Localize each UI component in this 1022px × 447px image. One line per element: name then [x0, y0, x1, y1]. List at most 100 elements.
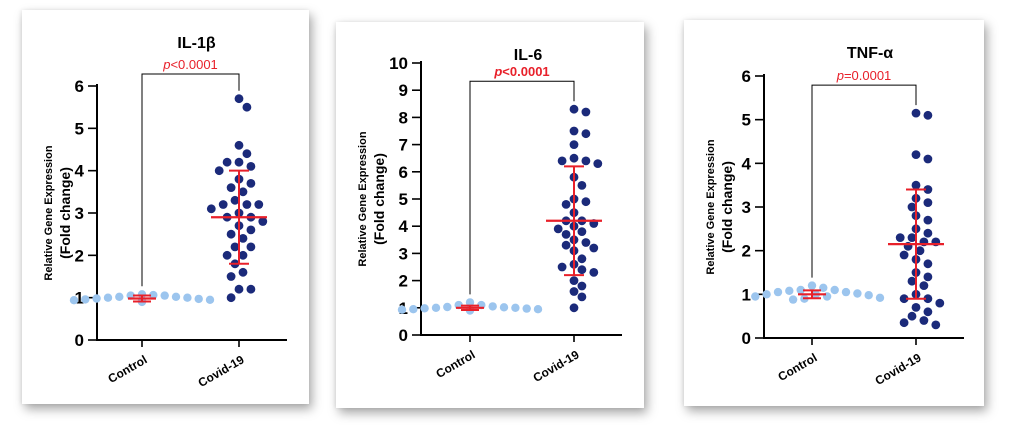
tnfa-y-tick-label: 6 [742, 67, 751, 86]
tnfa-control-point [773, 287, 783, 297]
tnfa-covid-point [911, 180, 921, 190]
tnfa-covid-point [923, 307, 933, 317]
il6-covid-point [569, 126, 579, 136]
tnfa-covid-point [915, 246, 925, 256]
il6-covid-point [589, 268, 599, 277]
il6-covid-point [569, 104, 579, 114]
il6-y-tick-label: 0 [399, 326, 408, 345]
il1b-covid-point [206, 204, 216, 214]
tnfa-control-point [864, 291, 873, 300]
il6-control-point [409, 305, 418, 314]
il6-covid-point [569, 287, 579, 296]
il6-p-value: <0.0001 [502, 64, 549, 79]
tnfa-y-axis-label-units: (Fold change) [719, 161, 735, 253]
tnfa-control-point [788, 295, 798, 304]
il6-covid-point [577, 254, 587, 264]
tnfa-control-point [819, 283, 828, 292]
il1b-covid-point [226, 272, 236, 281]
il1b-covid-point [234, 94, 244, 104]
il6-y-tick-label: 2 [399, 272, 408, 291]
tnfa-covid-point [895, 233, 905, 243]
il1b-control-point [149, 290, 158, 300]
il6-control-point [443, 302, 452, 312]
il1b-covid-point [230, 242, 240, 252]
tnfa-covid-point [923, 198, 933, 208]
tnfa-covid-point [923, 228, 933, 238]
il1b-chart-title: IL-1β [177, 35, 215, 52]
tnfa-chart-panel: TNF-α Relative Gene Expression (Fold chang… [684, 20, 984, 406]
il1b-covid-point [214, 166, 224, 176]
il6-significance-bracket [469, 80, 575, 295]
il1b-p-value-label: p<0.0001 [162, 57, 218, 72]
tnfa-covid-point [919, 281, 929, 290]
il1b-y-tick-label: 4 [75, 162, 85, 181]
il1b-covid-point [246, 162, 256, 171]
il1b-significance-bracket [141, 73, 240, 287]
il6-y-tick-label: 3 [399, 244, 408, 263]
il1b-control-point [160, 291, 169, 300]
il1b-covid-point [238, 267, 248, 277]
il6-y-tick-label: 4 [399, 217, 409, 236]
il1b-control-point [69, 296, 79, 305]
il1b-covid-point [246, 225, 256, 235]
tnfa-category-label: Control [776, 350, 820, 383]
il6-covid-point [561, 200, 571, 209]
il6-covid-point [569, 303, 579, 313]
tnfa-covid-point [907, 311, 917, 321]
il6-y-tick-label: 6 [399, 163, 408, 182]
tnfa-control-point [751, 292, 760, 301]
il1b-covid-point [234, 284, 244, 294]
il6-y-tick-label: 5 [399, 190, 408, 209]
il6-control-point [465, 298, 475, 307]
il6-covid-point [581, 107, 591, 117]
tnfa-covid-point [907, 233, 917, 243]
tnfa-y-tick-label: 5 [742, 111, 751, 130]
il6-covid-point [577, 227, 587, 237]
il1b-y-tick-label: 3 [75, 204, 84, 223]
il1b-chart-panel: IL-1β Relative Gene Expression (Fold chang… [22, 10, 309, 404]
il6-y-tick-label: 8 [399, 108, 408, 127]
il6-covid-point [581, 156, 591, 166]
il6-control-point [499, 303, 509, 312]
il1b-control-point [92, 294, 101, 303]
tnfa-significance-bracket [811, 84, 917, 278]
il6-y-axis-label-units: (Fold change) [371, 153, 387, 245]
tnfa-chart: TNF-α Relative Gene Expression (Fold chang… [705, 45, 964, 388]
il6-covid-point [561, 240, 571, 250]
tnfa-control-point [762, 290, 771, 299]
tnfa-p-value-label: p=0.0001 [836, 68, 892, 83]
il6-covid-point [577, 292, 587, 302]
il6-covid-point [593, 159, 603, 169]
il6-chart-panel: IL-6 Relative Gene Expression (Fold change… [336, 22, 644, 408]
il1b-y-axis-label-units: (Fold change) [57, 167, 73, 259]
il1b-control-point [81, 295, 90, 304]
tnfa-covid-point [931, 320, 941, 330]
il1b-control-point [205, 295, 215, 304]
il6-covid-point [581, 238, 591, 247]
il1b-covid-point [234, 140, 244, 150]
il1b-p-symbol: p [162, 57, 170, 72]
il6-covid-point [553, 224, 563, 234]
il1b-covid-point [218, 200, 228, 209]
il6-covid-point [569, 276, 579, 285]
il1b-covid-point [242, 149, 252, 159]
il1b-control-point [115, 292, 124, 301]
il6-control-point [431, 303, 441, 312]
il1b-covid-point [258, 217, 268, 226]
il1b-covid-point [226, 229, 236, 239]
tnfa-y-tick-label: 1 [742, 285, 751, 304]
tnfa-chart-title: TNF-α [847, 45, 893, 62]
il6-chart: IL-6 Relative Gene Expression (Fold change… [357, 47, 622, 385]
tnfa-covid-point [907, 202, 917, 212]
il6-covid-point [581, 129, 591, 139]
tnfa-control-point [796, 285, 805, 295]
il1b-y-tick-label: 6 [75, 77, 84, 96]
il6-p-symbol: p [493, 64, 502, 79]
tnfa-covid-point [899, 318, 909, 328]
il6-chart-title: IL-6 [514, 47, 543, 64]
tnfa-covid-point [935, 298, 945, 308]
tnfa-covid-point [899, 250, 909, 260]
il1b-covid-point [226, 183, 236, 193]
il6-control-point [488, 302, 497, 311]
tnfa-covid-point [907, 276, 917, 286]
